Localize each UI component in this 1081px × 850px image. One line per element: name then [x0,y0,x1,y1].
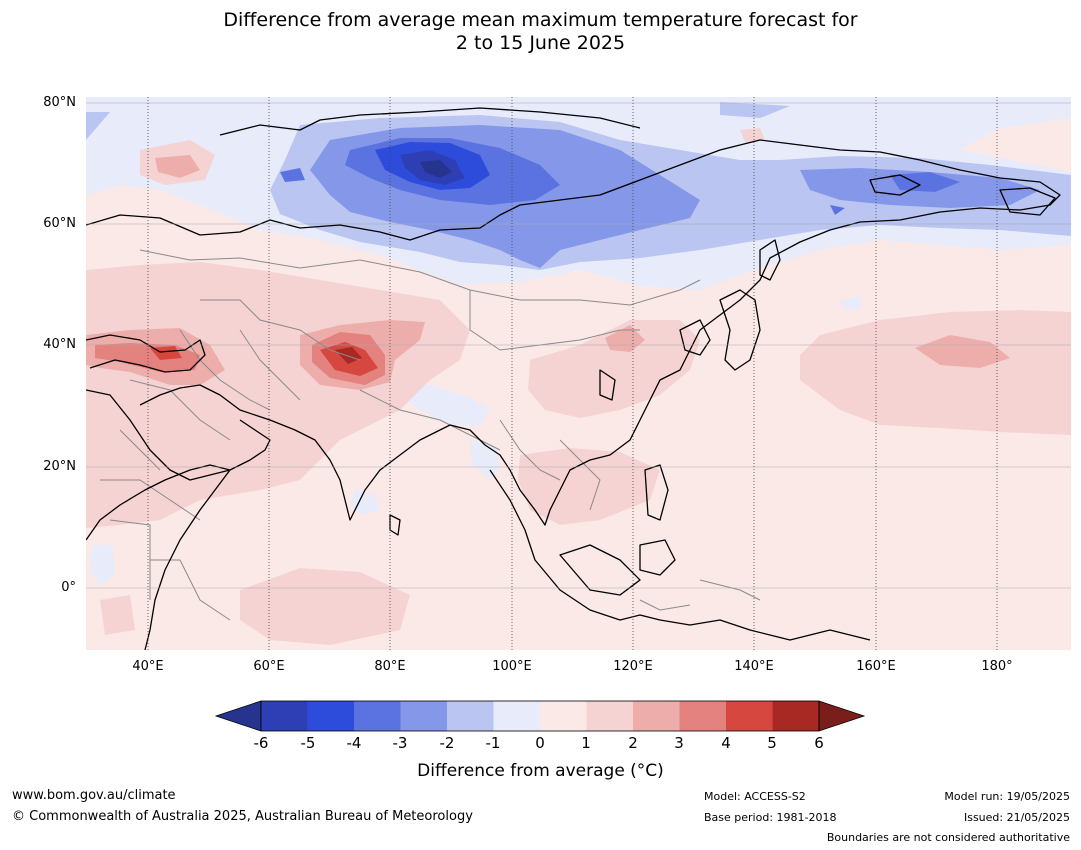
colorbar-tick-0: 0 [535,734,545,752]
lon-label-180: 180° [981,659,1013,674]
warm-zone-4-to-5 [150,342,378,376]
colorbar-tick-minus-5: -5 [300,734,316,752]
map-title: Difference from average mean maximum tem… [0,9,1081,55]
colorbar-swatch [726,701,773,731]
model-run-date: Model run: 19/05/2025 [944,790,1070,803]
lon-label-140e: 140°E [734,659,774,674]
cool-pocket-arabia [350,490,380,515]
lon-label-120e: 120°E [613,659,653,674]
colorbar-tick-minus-2: -2 [439,734,455,752]
lon-label-100e: 100°E [492,659,532,674]
lon-label-160e: 160°E [856,659,896,674]
colorbar-swatch [679,701,726,731]
colorbar-swatch [772,701,819,731]
colorbar-extend-low [214,700,262,732]
colorbar-tick-4: 4 [721,734,731,752]
lat-label-20n: 20°N [43,459,76,474]
colorbar-tick-1: 1 [581,734,591,752]
colorbar-tick-5: 5 [767,734,777,752]
lon-label-40e: 40°E [132,659,164,674]
warm-zone-2-to-3-pacific [915,335,1010,368]
colorbar-tick-6: 6 [814,734,824,752]
colorbar-border [260,700,820,732]
colorbar-swatch [261,701,308,731]
colorbar-tick-minus-6: -6 [253,734,269,752]
issued-date: Issued: 21/05/2025 [963,811,1070,824]
anomaly-field [86,97,1071,650]
colorbar-label: Difference from average (°C) [417,761,664,781]
colorbar-swatch [540,701,587,731]
lat-label-80n: 80°N [43,95,76,110]
copyright-notice: © Commonwealth of Australia 2025, Austra… [12,809,473,824]
base-period: Base period: 1981-2018 [704,811,837,824]
colorbar-tick-minus-4: -4 [346,734,362,752]
colorbar-swatch [586,701,633,731]
lat-label-40n: 40°N [43,337,76,352]
lat-label-60n: 60°N [43,216,76,231]
colorbar-tick-minus-1: -1 [485,734,501,752]
colorbar-swatch [354,701,401,731]
gridlines [86,97,1071,650]
cool-pocket-africa [90,545,115,585]
lon-label-80e: 80°E [374,659,406,674]
colorbar-swatch [400,701,447,731]
colorbar-tick-2: 2 [628,734,638,752]
warm-zone-1-to-2-china [528,320,700,418]
cool-zone-minus-6 [420,160,452,178]
website-link[interactable]: www.bom.gov.au/climate [12,788,176,803]
cool-pocket-pacific [840,296,862,310]
colorbar-swatch [307,701,354,731]
boundary-disclaimer: Boundaries are not considered authoritat… [826,831,1070,844]
colorbar-swatch [493,701,540,731]
warm-zone-1-to-2-north [140,128,765,185]
warm-zone-1-to-2-pacific [800,310,1071,435]
warm-zone-5-to-6 [335,347,362,364]
title-line-2: 2 to 15 June 2025 [455,32,626,54]
lon-label-60e: 60°E [253,659,285,674]
colorbar-extend-high [818,700,866,732]
colorbar-tick-minus-3: -3 [392,734,408,752]
warm-zone-2-to-3-north [155,155,200,178]
colorbar-swatch [633,701,680,731]
colorbar-swatch [447,701,494,731]
model-name: Model: ACCESS-S2 [704,790,806,803]
lat-label-0: 0° [61,580,76,595]
title-line-1: Difference from average mean maximum tem… [223,9,858,31]
colorbar-tick-3: 3 [674,734,684,752]
warm-zone-1-to-2-ocean [100,568,410,645]
colorbar [214,700,866,732]
coastlines [86,107,1061,650]
